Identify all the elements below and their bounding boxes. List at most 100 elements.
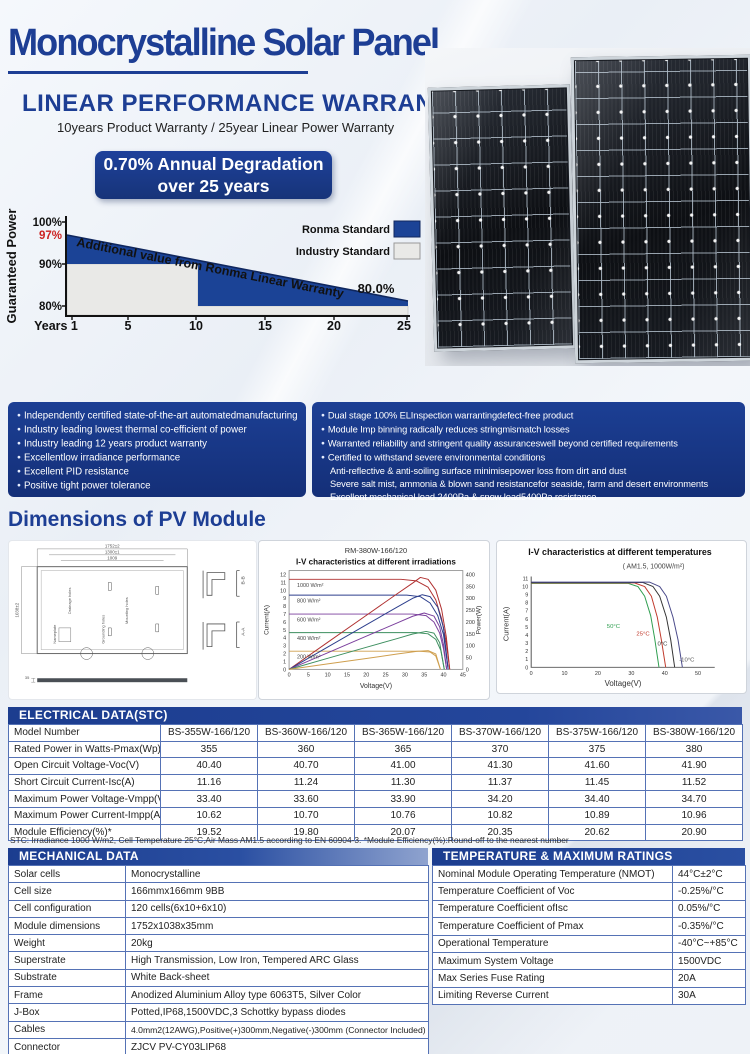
tick-label: 50: [695, 671, 701, 677]
electrical-data-header: ELECTRICAL DATA(STC): [8, 707, 742, 724]
tick-label: 5: [125, 319, 132, 333]
row-label: Short Circuit Current-Isc(A): [8, 773, 161, 792]
cell: 33.60: [257, 790, 355, 808]
tick-label: 250: [466, 608, 475, 614]
series-label-600: 600 W/m²: [297, 617, 321, 623]
table-row: Temperature Coefficient ofIsc 0.05%/°C: [432, 899, 746, 919]
cell: 20kg: [125, 934, 429, 953]
section-views: [202, 570, 240, 650]
tick-label: 5: [283, 628, 286, 634]
dim-top-mid: 1300±1: [105, 549, 120, 554]
cell: 41.90: [645, 757, 743, 775]
legend-industry-swatch: [393, 242, 421, 260]
row-label: Cell size: [8, 882, 126, 901]
table-row: Short Circuit Current-Isc(A) 11.16 11.24 1…: [8, 773, 743, 792]
cell: 44°C±2°C: [672, 864, 746, 884]
tick-label: 10: [280, 588, 286, 594]
cell: 11.45: [548, 773, 646, 792]
cell: 380: [645, 740, 743, 759]
tick-label: 5: [307, 673, 310, 679]
cell: 375: [548, 740, 646, 759]
cell: 1500VDC: [672, 951, 746, 971]
stc-footnote: STC: Irradiance 1000 W/m2, Cell Temperat…: [10, 835, 569, 845]
features-panel-right: Dual stage 100% ELInspection warrantingd…: [312, 402, 745, 502]
warranty-subheading: 10years Product Warranty / 25year Linear…: [57, 120, 395, 135]
table-row: Frame Anodized Aluminium Alloy type 6063T…: [8, 986, 429, 1005]
temp-label-minus10: -10°C: [679, 657, 695, 663]
tick-label: 0: [530, 671, 533, 677]
cell: 41.60: [548, 757, 646, 775]
tick-label: 15: [344, 673, 350, 679]
chart-axes: [65, 216, 410, 317]
solar-panel-image-left: [427, 84, 577, 352]
features-panel-left: Independently certified state-of-the-art…: [8, 402, 306, 497]
dimension-lines: [21, 548, 188, 660]
cell: BS-365W-166/120: [354, 724, 452, 742]
tick-label: 45: [460, 673, 466, 679]
solar-cells-grid: [431, 88, 573, 348]
features-list-right: Dual stage 100% ELInspection warrantingd…: [321, 409, 736, 505]
feature-item: Excellentlow irradiance performance: [17, 451, 297, 465]
cell: 4.0mm2(12AWG),Positive(+)300mm,Negative(…: [125, 1020, 429, 1039]
cell: 10.89: [548, 806, 646, 825]
mechanical-data-header: MECHANICAL DATA: [8, 848, 428, 865]
cell: ZJCV PV-CY03LIP68: [125, 1037, 429, 1054]
iv1-title: RM-380W-166/120: [345, 546, 407, 555]
cell: 40.70: [257, 757, 355, 775]
axis-ticks: [62, 221, 408, 320]
label-mounting-holes: Mounting holes: [124, 597, 129, 624]
dimension-drawing: 1752±2 1300±1 1009 1038±2 Drainage holes…: [14, 543, 247, 683]
cell: 41.30: [451, 757, 549, 775]
cell: 10.70: [257, 806, 355, 825]
legend-ronma-label: Ronma Standard: [302, 224, 390, 236]
tick-label: 6: [283, 620, 286, 626]
cell: BS-355W-166/120: [160, 724, 258, 742]
tick-label: 9: [283, 596, 286, 602]
tick-label: 97%: [39, 230, 62, 242]
temp-label-0: 0°C: [657, 642, 668, 648]
cell: 166mmx166mm 9BB: [125, 882, 429, 901]
table-row: Maximum Power Current-Impp(A) 10.62 10.70…: [8, 806, 743, 825]
row-label: Maximum Power Current-Impp(A): [8, 806, 161, 825]
tick-label: 10: [522, 585, 528, 591]
cell: 10.82: [451, 806, 549, 825]
cell: 355: [160, 740, 258, 759]
cell: 19.52: [160, 823, 258, 842]
dim-top-inner: 1009: [107, 555, 117, 560]
cell: 10.76: [354, 806, 452, 825]
iv1-x-axis-title: Voltage(V): [360, 683, 392, 690]
tick-label: 12: [280, 573, 286, 579]
cell: -0.35%/°C: [672, 917, 746, 936]
tick-label: 0: [283, 667, 286, 673]
series-label-400: 400 W/m²: [297, 636, 321, 642]
tick-label: 10: [325, 673, 331, 679]
label-grounding-holes: Grounding holes: [100, 615, 105, 644]
table-row: Module Efficiency(%)* 19.52 19.80 20.07 20.…: [8, 823, 743, 842]
tick-label: 200: [466, 620, 475, 626]
row-label: Temperature Coefficient of Voc: [432, 882, 673, 901]
cell: 10.96: [645, 806, 743, 825]
feature-item: Independently certified state-of-the-art…: [17, 409, 297, 423]
cell: 365: [354, 740, 452, 759]
cell: BS-360W-166/120: [257, 724, 355, 742]
dimension-drawing-box: 1752±2 1300±1 1009 1038±2 Drainage holes…: [8, 540, 257, 700]
table-row: Max Series Fuse Rating 20A: [432, 969, 746, 988]
title-underline: [8, 71, 308, 74]
tick-label: 9: [525, 593, 528, 599]
dimensions-heading: Dimensions of PV Module: [8, 508, 266, 531]
tick-label: 150: [466, 632, 475, 638]
cell: 11.52: [645, 773, 743, 792]
feature-subitem: Severe salt mist, ammonia & blown sand r…: [330, 479, 709, 490]
badge-line2: over 25 years: [157, 176, 270, 196]
cell: 40.40: [160, 757, 258, 775]
iv1-x-ticks: 0 5 10 15 20 25 30 35 40 45: [288, 673, 466, 679]
end-value-label: 80.0%: [358, 281, 395, 296]
cell: 20.90: [645, 823, 743, 842]
cell: BS-380W-166/120: [645, 724, 743, 742]
label-drainage-holes: Drainage holes: [67, 588, 72, 615]
table-row: Limiting Reverse Current 30A: [432, 986, 746, 1006]
tick-label: 25: [397, 319, 411, 333]
cell: -0.25%/°C: [672, 882, 746, 901]
page-title: Monocrystalline Solar Panel: [8, 22, 440, 64]
